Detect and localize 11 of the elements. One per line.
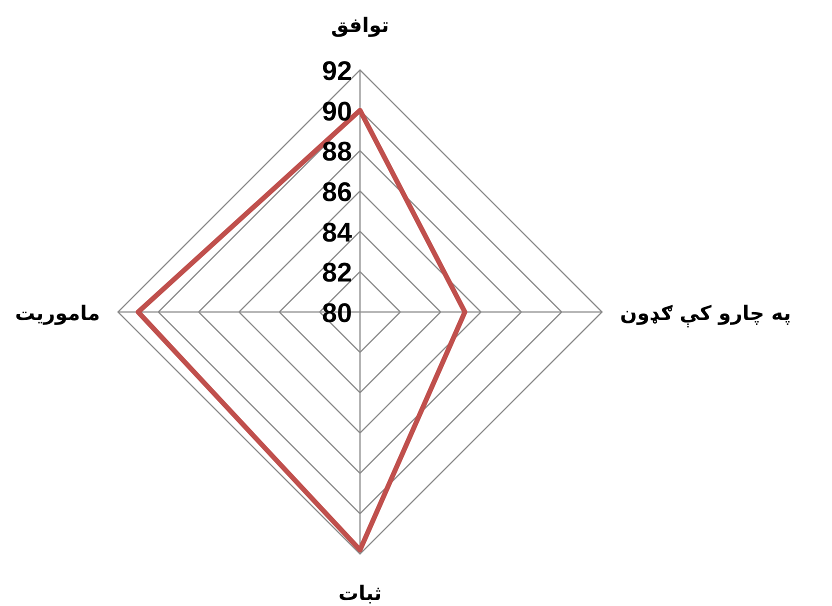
y-tick-label: 86 — [322, 177, 352, 207]
spoke-label: ماموریت — [14, 301, 100, 325]
spoke-label: په چارو کې ګډون — [620, 301, 791, 328]
y-tick-label: 82 — [322, 258, 352, 288]
y-tick-label: 92 — [322, 56, 352, 86]
y-tick-label: 80 — [322, 298, 352, 328]
y-tick-label: 84 — [322, 217, 352, 248]
y-tick-label: 88 — [322, 136, 352, 167]
spoke-label: ثبات — [338, 581, 382, 605]
spoke-label: توافق — [330, 13, 390, 37]
y-tick-label: 90 — [322, 96, 352, 126]
